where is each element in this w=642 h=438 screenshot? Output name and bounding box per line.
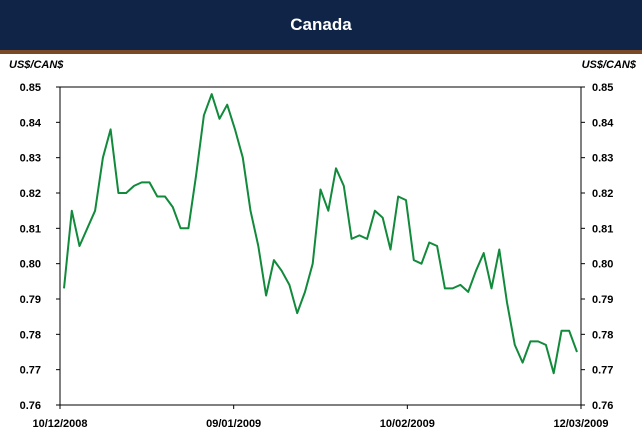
y-axis-unit-right: US$/CAN$	[581, 59, 636, 71]
y-axis-unit-left: US$/CAN$	[9, 59, 64, 71]
y-tick-label-left: 0.79	[20, 294, 41, 306]
chart-title: Canada	[290, 15, 352, 34]
x-tick-label: 10/12/2008	[32, 418, 87, 430]
x-tick-label: 09/01/2009	[206, 418, 261, 430]
y-tick-label-left: 0.77	[20, 365, 41, 377]
plot-frame	[59, 86, 582, 406]
y-tick-label-left: 0.78	[20, 329, 41, 341]
y-tick-label-left: 0.80	[20, 259, 41, 271]
x-tick-label: 10/02/2009	[380, 418, 435, 430]
y-tick-label-right: 0.85	[592, 82, 613, 94]
y-tick-label-right: 0.77	[592, 365, 613, 377]
y-tick-label-right: 0.76	[592, 400, 613, 412]
chart-title-bar: Canada	[0, 0, 642, 54]
y-tick-label-right: 0.80	[592, 259, 613, 271]
x-tick-label: 12/03/2009	[553, 418, 608, 430]
y-tick-label-right: 0.83	[592, 153, 613, 165]
y-tick-label-right: 0.84	[592, 117, 614, 129]
y-tick-label-left: 0.84	[20, 117, 42, 129]
y-tick-label-left: 0.81	[20, 223, 41, 235]
y-tick-label-left: 0.76	[20, 400, 41, 412]
y-tick-label-right: 0.81	[592, 223, 613, 235]
y-tick-label-right: 0.82	[592, 188, 613, 200]
y-tick-label-right: 0.79	[592, 294, 613, 306]
y-tick-label-left: 0.83	[20, 153, 41, 165]
y-tick-label-left: 0.82	[20, 188, 41, 200]
series-line	[63, 93, 578, 375]
y-tick-label-left: 0.85	[20, 82, 41, 94]
y-tick-label-right: 0.78	[592, 329, 613, 341]
